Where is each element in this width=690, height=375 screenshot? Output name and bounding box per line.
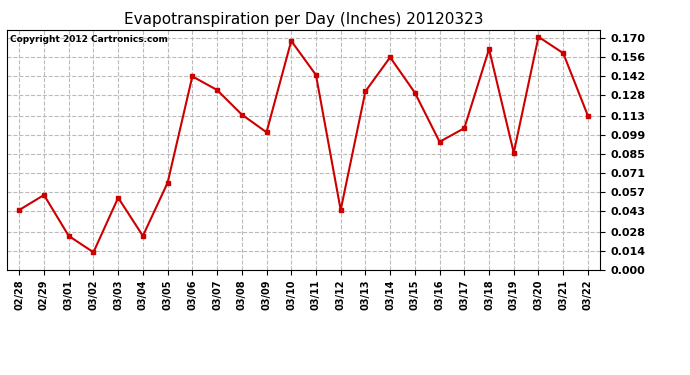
Title: Evapotranspiration per Day (Inches) 20120323: Evapotranspiration per Day (Inches) 2012… bbox=[124, 12, 484, 27]
Text: Copyright 2012 Cartronics.com: Copyright 2012 Cartronics.com bbox=[10, 35, 168, 44]
